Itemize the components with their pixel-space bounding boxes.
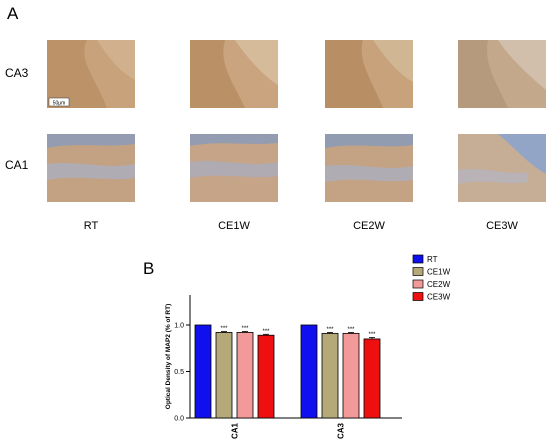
- bar-ce3w-ca1: [257, 334, 275, 419]
- micrograph-ca1-ce2w: [325, 134, 413, 202]
- micrograph-ca1-rt: [47, 134, 135, 202]
- y-tick-label: 0.0: [174, 416, 184, 423]
- legend-swatch-ce1w: [412, 267, 424, 276]
- micrograph-ca3-ce1w: [190, 40, 278, 108]
- panel-b-label: B: [143, 259, 155, 278]
- significance-label: ***: [220, 326, 228, 332]
- bar-ce1w-ca3: [321, 332, 339, 419]
- col-label-ce2w: CE2W: [353, 220, 385, 232]
- significance-label: ***: [262, 329, 270, 335]
- legend-label-ce3w: CE3W: [427, 293, 451, 302]
- bar-rt-ca1: [194, 324, 212, 419]
- micrograph-ca1-ce1w: [190, 134, 278, 202]
- legend-label-ce2w: CE2W: [427, 280, 451, 289]
- y-axis-label: Optical Density of MAP2 (% of RT): [165, 304, 172, 409]
- significance-label: ***: [347, 327, 355, 333]
- bar-ce2w-ca3: [342, 332, 360, 419]
- y-tick-label: 0.5: [174, 369, 184, 376]
- y-tick-label: 1.0: [174, 323, 184, 330]
- significance-label: ***: [368, 332, 376, 338]
- bar-chart: 0.0 0.5 1.0 Optical Density of MAP2 (% of R…: [140, 250, 550, 443]
- significance-label: ***: [326, 327, 334, 333]
- legend-swatch-ce2w: [412, 279, 424, 289]
- micrograph-ca1-ce3w: [458, 134, 546, 202]
- micrograph-ca3-ce3w: [458, 40, 546, 108]
- micrograph-ca3-rt: 50μm: [47, 40, 135, 108]
- bar-rt-ca3: [300, 324, 318, 419]
- legend-label-rt: RT: [427, 255, 438, 264]
- bar-ce1w-ca1: [215, 332, 233, 419]
- bar-ce2w-ca1: [236, 332, 254, 419]
- col-label-rt: RT: [83, 220, 99, 232]
- col-label-ce1w: CE1W: [218, 220, 250, 232]
- legend-swatch-ce3w: [412, 292, 424, 301]
- micrograph-ca3-ce2w: [325, 40, 413, 108]
- bar-ce3w-ca3: [363, 338, 381, 419]
- legend-label-ce1w: CE1W: [427, 268, 451, 277]
- panel-a-label: A: [7, 4, 19, 23]
- category-label-ca1: CA1: [231, 422, 240, 439]
- significance-label: ***: [241, 326, 249, 332]
- col-label-ce3w: CE3W: [486, 220, 518, 232]
- row-label-ca1: CA1: [5, 158, 29, 172]
- category-label-ca3: CA3: [337, 422, 346, 439]
- scale-bar-label: 50μm: [53, 101, 66, 107]
- row-label-ca3: CA3: [5, 66, 29, 80]
- legend-swatch-rt: [412, 254, 424, 264]
